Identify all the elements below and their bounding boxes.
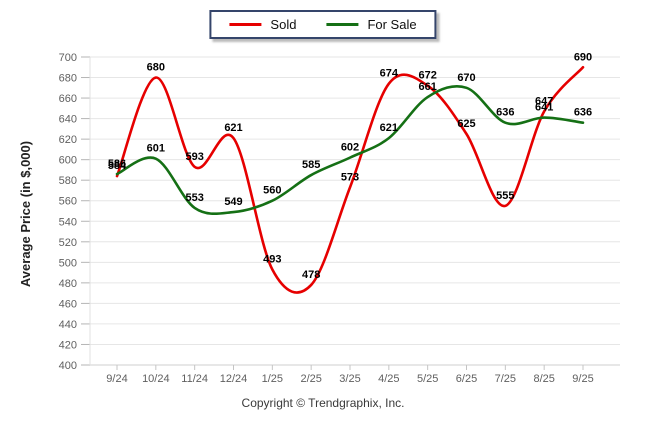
- y-tick-label: 540: [59, 216, 77, 228]
- y-tick-label: 640: [59, 114, 77, 126]
- y-tick-label: 600: [59, 155, 77, 167]
- data-label-for-sale: 585: [302, 159, 320, 171]
- y-tick-label: 660: [59, 93, 77, 105]
- x-tick-label: 11/24: [181, 373, 208, 385]
- data-label-sold: 621: [224, 122, 242, 134]
- y-tick-label: 680: [59, 73, 77, 85]
- data-label-for-sale: 636: [574, 107, 592, 119]
- data-label-sold: 493: [263, 254, 281, 266]
- data-label-sold: 674: [380, 68, 399, 80]
- y-tick-label: 580: [59, 175, 77, 187]
- data-label-sold: 555: [496, 190, 514, 202]
- data-label-for-sale: 601: [147, 143, 165, 155]
- data-label-for-sale: 586: [108, 158, 126, 170]
- data-label-for-sale: 670: [457, 72, 475, 84]
- y-tick-label: 480: [59, 278, 77, 290]
- y-tick-label: 520: [59, 237, 77, 249]
- sold-line-swatch: [229, 23, 262, 26]
- data-label-sold: 478: [302, 269, 320, 281]
- x-tick-label: 6/25: [456, 373, 477, 385]
- x-tick-label: 9/25: [572, 373, 593, 385]
- data-label-for-sale: 553: [185, 192, 203, 204]
- y-tick-label: 460: [59, 298, 77, 310]
- data-label-for-sale: 602: [341, 142, 359, 154]
- data-label-for-sale: 549: [224, 196, 242, 208]
- data-label-sold: 672: [418, 70, 436, 82]
- y-tick-label: 620: [59, 134, 77, 146]
- data-label-for-sale: 621: [380, 122, 398, 134]
- x-tick-label: 8/25: [533, 373, 554, 385]
- chart-legend: Sold For Sale: [209, 10, 437, 39]
- data-label-sold: 593: [185, 151, 203, 163]
- data-label-sold: 680: [147, 62, 165, 74]
- data-label-sold: 584: [108, 160, 127, 172]
- legend-label-for-sale: For Sale: [367, 17, 417, 32]
- x-tick-label: 2/25: [300, 373, 321, 385]
- legend-label-sold: Sold: [270, 17, 297, 32]
- data-label-sold: 573: [341, 171, 359, 183]
- data-label-for-sale: 560: [263, 185, 281, 197]
- copyright-text: Copyright © Trendgraphix, Inc.: [241, 396, 405, 410]
- y-tick-label: 500: [59, 257, 77, 269]
- y-axis-title: Average Price (in $,000): [18, 141, 33, 287]
- x-tick-label: 7/25: [495, 373, 516, 385]
- data-label-for-sale: 636: [496, 107, 514, 119]
- x-tick-label: 4/25: [378, 373, 399, 385]
- series-line-sold: [115, 65, 585, 294]
- y-tick-label: 440: [59, 319, 77, 331]
- for-sale-line-swatch: [326, 23, 359, 26]
- series-line-for-sale: [115, 84, 585, 216]
- x-tick-label: 3/25: [339, 373, 360, 385]
- data-label-for-sale: 641: [535, 102, 553, 114]
- legend-item-for-sale: For Sale: [326, 17, 417, 32]
- y-tick-label: 560: [59, 196, 77, 208]
- data-label-sold: 647: [535, 95, 553, 107]
- x-tick-label: 5/25: [417, 373, 438, 385]
- x-tick-label: 10/24: [142, 373, 170, 385]
- data-label-for-sale: 661: [418, 81, 436, 93]
- x-tick-label: 1/25: [262, 373, 283, 385]
- legend-item-sold: Sold: [229, 17, 296, 32]
- y-tick-label: 700: [59, 52, 77, 64]
- x-tick-label: 9/24: [106, 373, 127, 385]
- data-label-sold: 625: [457, 118, 475, 130]
- data-label-sold: 690: [574, 51, 592, 63]
- y-tick-label: 420: [59, 339, 77, 351]
- y-tick-label: 400: [59, 360, 77, 372]
- x-tick-label: 12/24: [220, 373, 248, 385]
